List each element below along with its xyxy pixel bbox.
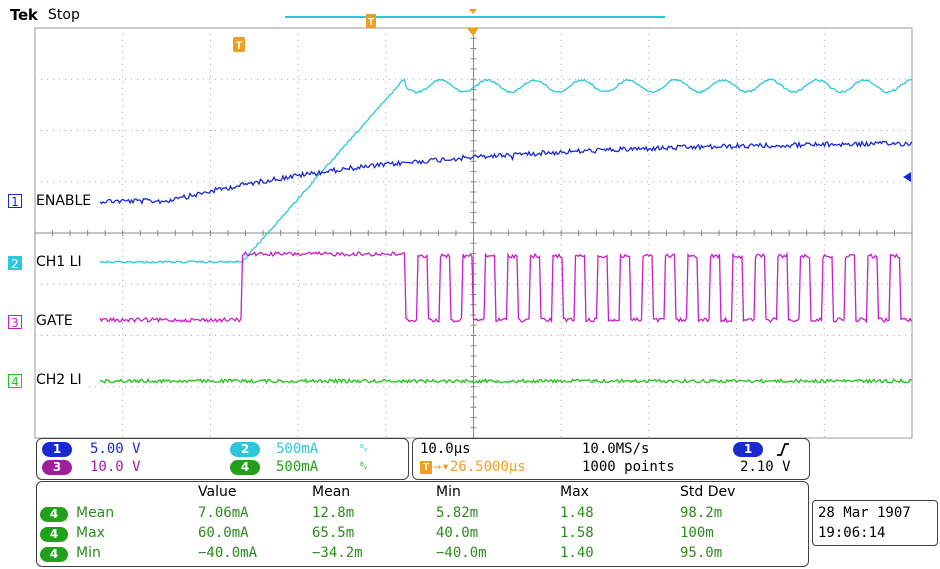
meas-mean: 12.8m [312, 505, 355, 521]
ch3-scale: 10.0 V [90, 459, 141, 475]
ch1-scale: 5.00 V [90, 441, 141, 457]
time-per-division: 10.0µs [420, 441, 471, 457]
meas-std: 100m [680, 525, 714, 541]
meas-channel-icon: 4 [40, 547, 68, 562]
time: 19:06:14 [818, 525, 886, 541]
vertical-scale-panel[interactable] [36, 438, 409, 480]
ch4-label: CH2 LI [36, 372, 84, 388]
meas-name: Max [76, 525, 105, 541]
ch2-scale-icon: 2 [230, 442, 260, 457]
ch4-waveform [99, 377, 912, 385]
record-length: 1000 points [582, 459, 675, 475]
measurements-panel[interactable] [36, 481, 809, 567]
meas-max: 1.58 [560, 525, 594, 541]
ch2-marker[interactable]: 2 [8, 256, 22, 271]
ch1-scale-icon: 1 [42, 442, 72, 457]
ch3-waveform [99, 250, 913, 324]
meas-std: 95.0m [680, 545, 723, 561]
meas-channel-icon: 4 [40, 527, 68, 542]
ch3-marker[interactable]: 3 [8, 315, 22, 330]
meas-name: Mean [76, 505, 115, 521]
meas-min: 5.82m [436, 505, 479, 521]
svg-text:T: T [236, 40, 243, 52]
meas-min: 40.0m [436, 525, 479, 541]
ch3-label: GATE [36, 313, 75, 329]
meas-header-min: Min [436, 484, 461, 500]
ch4-bw-icon: ᴮᵥ [360, 462, 368, 472]
acquisition-status: Stop [48, 7, 80, 23]
datetime-panel [812, 500, 938, 546]
meas-name: Min [76, 545, 101, 561]
meas-value: 7.06mA [198, 505, 249, 521]
ch1-label: ENABLE [36, 193, 94, 209]
meas-header-mean: Mean [312, 484, 351, 500]
meas-header-max: Max [560, 484, 589, 500]
ch2-bw-icon: ᴮᵥ [360, 444, 368, 454]
date: 28 Mar 1907 [818, 505, 911, 521]
waveform-display[interactable]: T T [0, 0, 940, 440]
graticule [34, 27, 913, 439]
meas-mean: −34.2m [312, 545, 363, 561]
meas-value: −40.0mA [198, 545, 258, 561]
trigger-delay-icon: T [420, 461, 432, 474]
meas-max: 1.40 [560, 545, 594, 561]
meas-max: 1.48 [560, 505, 594, 521]
trigger-level-icon[interactable] [903, 172, 911, 182]
meas-header-value: Value [198, 484, 237, 500]
ch2-waveform [99, 78, 912, 264]
svg-text:T: T [368, 17, 374, 28]
ch4-scale: 500mA [276, 459, 319, 475]
ch1-marker[interactable]: 1 [8, 194, 22, 209]
rising-edge-icon [777, 443, 789, 456]
trigger-level: 2.10 V [740, 459, 791, 475]
tek-logo: Tek [10, 6, 38, 24]
meas-std: 98.2m [680, 505, 723, 521]
sample-rate: 10.0MS/s [582, 441, 650, 457]
trigger-t-marker-top[interactable]: T [366, 14, 376, 28]
ch1-waveform [99, 140, 913, 205]
ch4-marker[interactable]: 4 [8, 374, 22, 389]
meas-mean: 65.5m [312, 525, 355, 541]
meas-min: −40.0m [436, 545, 487, 561]
waveforms [99, 78, 913, 385]
meas-channel-icon: 4 [40, 507, 68, 522]
trigger-delay: →▾26.5000µs [433, 459, 526, 475]
ch4-scale-icon: 4 [230, 460, 260, 475]
trigger-source-icon: 1 [733, 442, 763, 457]
trigger-t-marker[interactable]: T [233, 37, 245, 52]
ch2-scale: 500mA [276, 441, 319, 457]
ch3-scale-icon: 3 [42, 460, 72, 475]
meas-header-stddev: Std Dev [680, 484, 736, 500]
trigger-position-icon[interactable] [467, 9, 479, 36]
meas-value: 60.0mA [198, 525, 249, 541]
ch2-label: CH1 LI [36, 254, 84, 270]
